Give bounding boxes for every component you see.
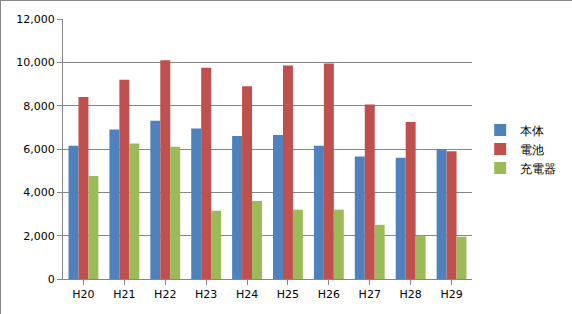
svg-text:H23: H23 [195, 288, 217, 301]
svg-text:H27: H27 [359, 288, 381, 301]
svg-text:H25: H25 [277, 288, 299, 301]
svg-text:H28: H28 [400, 288, 422, 301]
svg-text:H29: H29 [440, 288, 462, 301]
svg-text:H24: H24 [236, 288, 258, 301]
svg-text:6,000: 6,000 [23, 143, 55, 156]
svg-text:本体: 本体 [520, 124, 544, 138]
svg-text:0: 0 [48, 273, 55, 286]
svg-text:2,000: 2,000 [23, 230, 55, 243]
svg-text:H21: H21 [113, 288, 135, 301]
svg-text:H20: H20 [72, 288, 94, 301]
svg-text:H26: H26 [318, 288, 340, 301]
svg-text:8,000: 8,000 [23, 100, 55, 113]
svg-text:10,000: 10,000 [16, 56, 55, 69]
svg-text:充電器: 充電器 [520, 162, 556, 176]
svg-text:4,000: 4,000 [23, 186, 55, 199]
svg-text:電池: 電池 [520, 143, 544, 157]
svg-text:12,000: 12,000 [16, 13, 55, 26]
svg-text:H22: H22 [154, 288, 176, 301]
